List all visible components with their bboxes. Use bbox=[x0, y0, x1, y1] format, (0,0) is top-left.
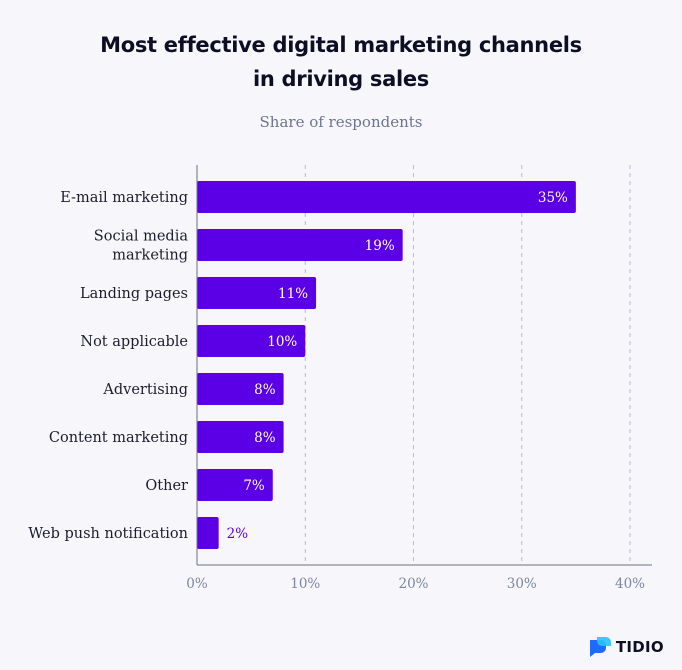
bar bbox=[197, 469, 273, 501]
brand-text: TIDIO bbox=[615, 638, 664, 656]
bar bbox=[197, 517, 219, 549]
brand-logo: TIDIO bbox=[588, 636, 664, 658]
category-label: Landing pages bbox=[80, 286, 188, 302]
labels: 0% 10% 20% 30% 40% 35% E-mail marketing 19% Soci… bbox=[28, 190, 645, 592]
chart-subtitle: Share of respondents bbox=[259, 113, 423, 131]
category-label: Not applicable bbox=[80, 334, 188, 350]
category-label: Other bbox=[145, 478, 188, 494]
x-tick-label: 20% bbox=[398, 576, 428, 592]
category-label-line: Not applicable bbox=[80, 334, 188, 350]
bar bbox=[197, 421, 284, 453]
bar bbox=[197, 229, 403, 261]
x-tick-label: 10% bbox=[290, 576, 320, 592]
bar bbox=[197, 181, 576, 213]
category-label: Content marketing bbox=[49, 430, 188, 446]
bar-value-label: 35% bbox=[538, 190, 568, 206]
bar-value-label: 8% bbox=[254, 382, 276, 398]
category-label: Advertising bbox=[102, 382, 188, 398]
category-label-line: marketing bbox=[112, 248, 188, 264]
bar bbox=[197, 325, 306, 357]
bar bbox=[197, 373, 284, 405]
axes bbox=[196, 165, 652, 566]
chart-title-line-1: Most effective digital marketing channel… bbox=[100, 33, 582, 57]
category-label: Social media marketing bbox=[94, 229, 189, 264]
tidio-logo-icon bbox=[589, 637, 611, 657]
category-label: E-mail marketing bbox=[60, 190, 188, 206]
x-tick-label: 30% bbox=[507, 576, 537, 592]
category-label: Web push notification bbox=[28, 526, 188, 542]
category-label-line: Other bbox=[145, 478, 188, 494]
chart-title-line-2: in driving sales bbox=[252, 67, 430, 91]
bar-value-label: 8% bbox=[254, 430, 276, 446]
bar-value-label: 2% bbox=[227, 526, 249, 542]
bar-value-label: 19% bbox=[365, 238, 395, 254]
chart-title: Most effective digital marketing channel… bbox=[40, 28, 642, 96]
category-label-line: E-mail marketing bbox=[60, 190, 188, 206]
x-tick-label: 0% bbox=[186, 576, 208, 592]
category-label-line: Content marketing bbox=[49, 430, 188, 446]
category-label-line: Web push notification bbox=[28, 526, 188, 542]
category-label-line: Advertising bbox=[102, 382, 188, 398]
bar-value-label: 7% bbox=[243, 478, 265, 494]
bar-value-label: 11% bbox=[278, 286, 308, 302]
category-label-line: Landing pages bbox=[80, 286, 188, 302]
bars bbox=[197, 181, 576, 549]
category-label-line: Social media bbox=[94, 229, 189, 245]
grid-lines bbox=[304, 165, 631, 565]
bar bbox=[197, 277, 317, 309]
x-tick-label: 40% bbox=[615, 576, 645, 592]
bar-value-label: 10% bbox=[267, 334, 297, 350]
